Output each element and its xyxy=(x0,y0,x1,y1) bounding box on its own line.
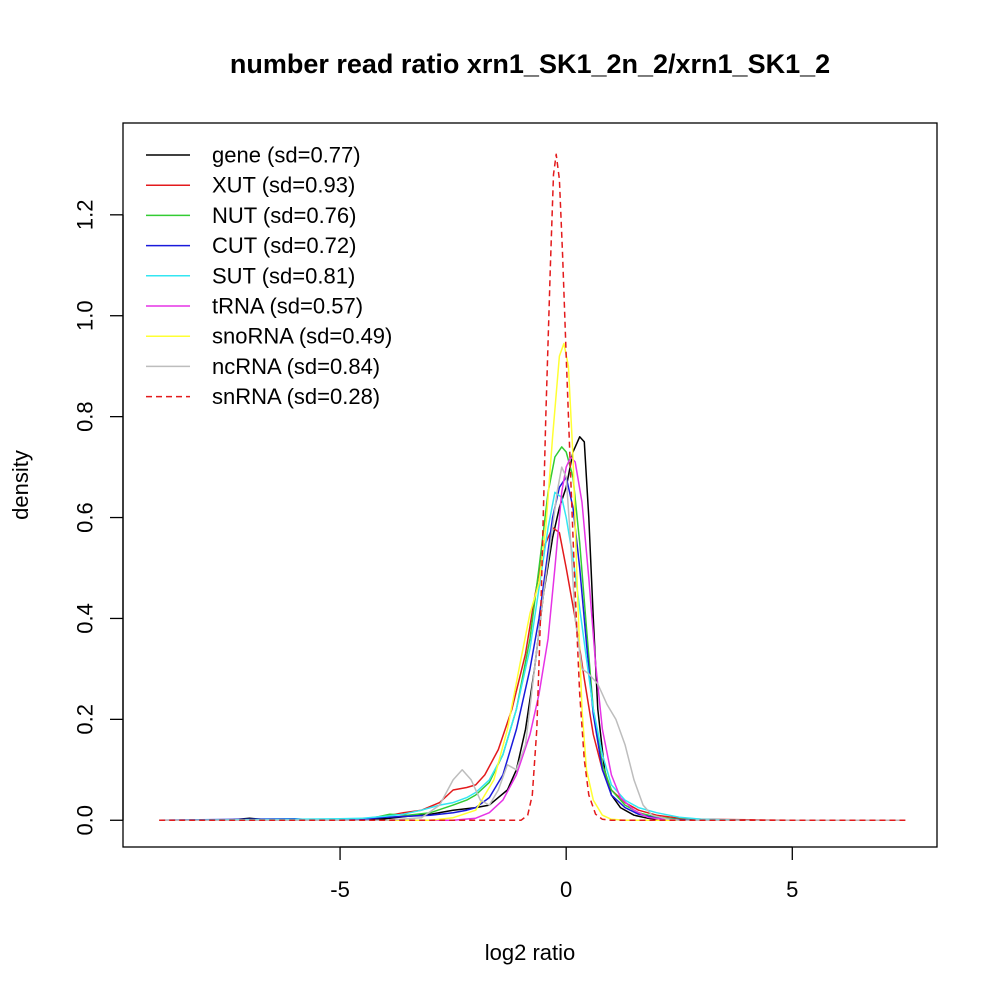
series-line xyxy=(159,456,906,822)
legend-label: CUT (sd=0.72) xyxy=(212,233,356,258)
series-line xyxy=(159,526,906,822)
y-tick-label: 1.2 xyxy=(73,200,98,231)
plot-frame xyxy=(122,122,938,848)
y-tick-label: 0.8 xyxy=(73,401,98,432)
series-line xyxy=(159,342,906,822)
y-tick-label: 0.0 xyxy=(73,805,98,836)
legend-label: snoRNA (sd=0.49) xyxy=(212,324,392,349)
x-tick-label: -5 xyxy=(330,877,350,902)
y-tick-label: 0.4 xyxy=(73,603,98,634)
x-tick-label: 0 xyxy=(560,877,572,902)
series-line xyxy=(159,491,906,822)
series-layer xyxy=(159,153,906,822)
legend-label: snRNA (sd=0.28) xyxy=(212,384,380,409)
legend-label: XUT (sd=0.93) xyxy=(212,173,355,198)
legend-label: tRNA (sd=0.57) xyxy=(212,294,363,319)
axes: -5 0 5 0.0 0.2 0.4 0.6 0.8 1.0 1.2 xyxy=(73,200,799,902)
y-tick-label: 0.6 xyxy=(73,502,98,533)
legend-label: gene (sd=0.77) xyxy=(212,143,361,168)
x-tick-label: 5 xyxy=(786,877,798,902)
y-axis-label: density xyxy=(8,450,33,520)
legend-label: ncRNA (sd=0.84) xyxy=(212,354,380,379)
series-line xyxy=(159,476,906,822)
legend-label: NUT (sd=0.76) xyxy=(212,203,356,228)
x-axis-label: log2 ratio xyxy=(485,940,576,965)
series-line xyxy=(159,153,906,822)
legend-label: SUT (sd=0.81) xyxy=(212,263,355,288)
legend: gene (sd=0.77) XUT (sd=0.93) NUT (sd=0.76)… xyxy=(146,143,392,409)
y-tick-label: 1.0 xyxy=(73,300,98,331)
chart-title: number read ratio xrn1_SK1_2n_2/xrn1_SK1… xyxy=(230,49,830,79)
series-line xyxy=(159,466,906,822)
y-tick-label: 0.2 xyxy=(73,704,98,735)
